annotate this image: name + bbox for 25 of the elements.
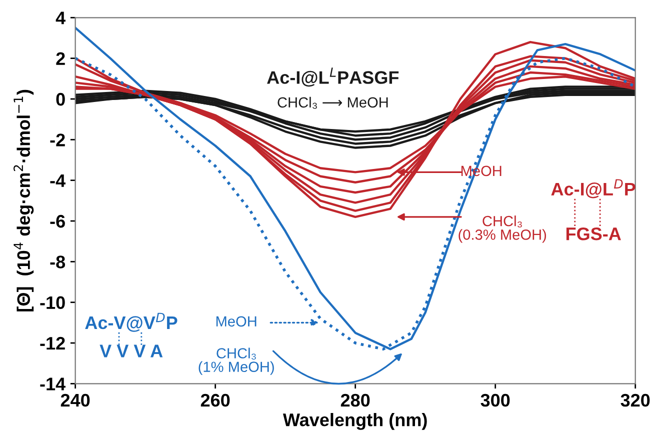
- y-tick-label: -2: [50, 134, 65, 146]
- y-tick-label: -6: [50, 214, 65, 228]
- y-axis-title: [Θ] (10$^{4}$ deg·cm$^{2}$·dmol$^{−1}$): [14, 90, 34, 312]
- y-tick-label: 2: [56, 52, 65, 65]
- annotation: CHCl₃ ⟶ MeOH: [278, 96, 388, 109]
- x-tick-label: 300: [480, 394, 510, 407]
- y-tick-label: -12: [40, 336, 65, 350]
- annotation: Ac-I@L$^{L}$PASGF: [267, 68, 399, 87]
- x-tick-label: 240: [60, 394, 90, 407]
- x-tick-label: 320: [620, 394, 650, 407]
- y-tick-label: -10: [40, 296, 65, 310]
- x-axis-title: Wavelength (nm): [282, 413, 427, 430]
- annotation: Ac-V@V$^{D}$P: [85, 312, 178, 332]
- y-tick-label: -8: [50, 256, 66, 268]
- annotation: V V V A: [100, 344, 163, 358]
- y-tick-label: 0: [56, 92, 65, 106]
- y-tick-label: -14: [40, 378, 66, 390]
- x-tick-label: 280: [340, 394, 370, 407]
- annotation: MeOH: [216, 316, 256, 327]
- x-tick-label: 260: [200, 394, 230, 407]
- annotation: FGS-A: [566, 227, 621, 240]
- y-tick-label: 4: [56, 12, 66, 24]
- annotation: CHCl₃ (0.3% MeOH): [458, 216, 546, 243]
- annotation: CHCl₃ (1% MeOH): [198, 348, 274, 375]
- y-tick-label: -4: [50, 174, 66, 187]
